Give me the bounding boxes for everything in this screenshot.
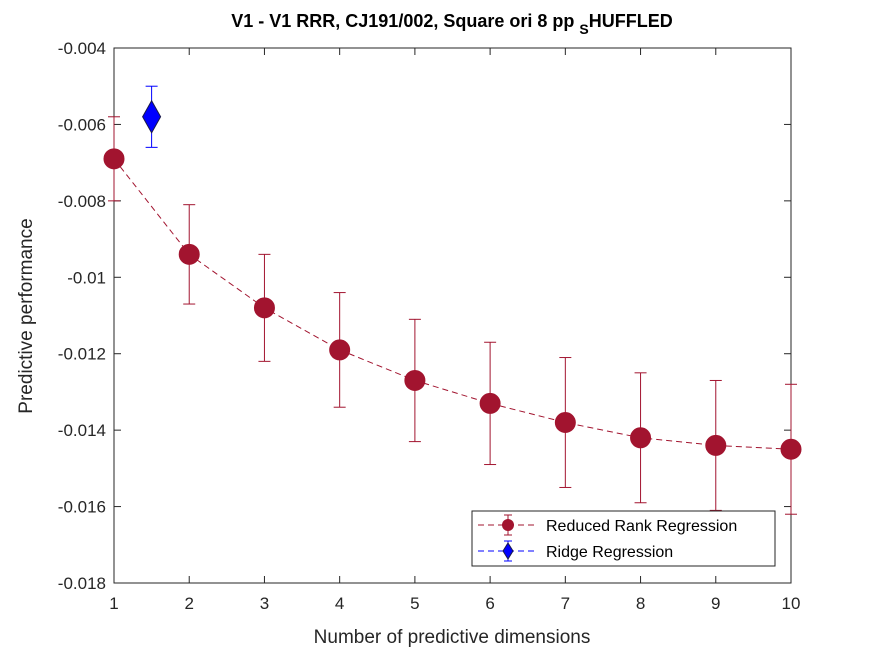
x-axis-label: Number of predictive dimensions <box>314 627 591 648</box>
chart-title-subscript: S <box>579 21 588 37</box>
data-point <box>630 427 652 449</box>
legend-marker-circle <box>502 519 514 531</box>
x-tick-label: 5 <box>410 594 419 613</box>
y-tick-label: -0.004 <box>58 39 106 58</box>
x-axis-ticks: 1 2 3 4 5 6 7 8 9 10 <box>109 48 800 613</box>
chart-title-main: V1 - V1 RRR, CJ191/002, Square ori 8 pp <box>231 11 579 31</box>
data-point <box>705 434 727 456</box>
x-tick-label: 8 <box>636 594 645 613</box>
x-tick-label: 9 <box>711 594 720 613</box>
data-point <box>479 392 501 414</box>
y-tick-label: -0.008 <box>58 192 106 211</box>
legend-marker-diamond <box>502 542 514 560</box>
legend-label: Ridge Regression <box>546 544 673 561</box>
chart-title: V1 - V1 RRR, CJ191/002, Square ori 8 pp … <box>231 11 672 37</box>
data-point <box>253 297 275 319</box>
data-point <box>103 148 125 170</box>
data-point <box>780 438 802 460</box>
data-point <box>554 412 576 433</box>
chart-title-tail: HUFFLED <box>589 11 673 31</box>
x-tick-label: 6 <box>485 594 494 613</box>
series-0 <box>103 116 802 515</box>
x-tick-label: 7 <box>561 594 570 613</box>
data-point <box>329 339 351 361</box>
y-axis-label: Predictive performance <box>16 218 37 413</box>
legend-item: Ridge Regression <box>478 540 673 562</box>
legend: Reduced Rank Regression Ridge Regression <box>471 510 776 567</box>
legend-item: Reduced Rank Regression <box>478 514 737 536</box>
data-point <box>404 369 426 391</box>
y-tick-label: -0.016 <box>58 498 106 517</box>
y-tick-label: -0.018 <box>58 574 106 593</box>
y-tick-label: -0.006 <box>58 115 106 134</box>
series-line <box>113 158 792 450</box>
y-tick-label: -0.012 <box>58 345 106 364</box>
series-1 <box>142 85 162 148</box>
x-tick-label: 4 <box>335 594 344 613</box>
x-tick-label: 2 <box>184 594 193 613</box>
legend-box <box>471 510 776 567</box>
y-axis-ticks: -0.018 -0.016 -0.014 -0.012 -0.01 -0.008 -0.00… <box>58 39 791 593</box>
legend-label: Reduced Rank Regression <box>546 518 737 535</box>
data-point-diamond <box>142 99 162 134</box>
x-tick-label: 1 <box>109 594 118 613</box>
x-tick-label: 10 <box>782 594 801 613</box>
y-tick-label: -0.014 <box>58 421 106 440</box>
y-tick-label: -0.01 <box>67 268 106 287</box>
plot-area <box>113 47 792 584</box>
data-point <box>178 243 200 265</box>
x-tick-label: 3 <box>260 594 269 613</box>
series-layer <box>103 85 802 515</box>
